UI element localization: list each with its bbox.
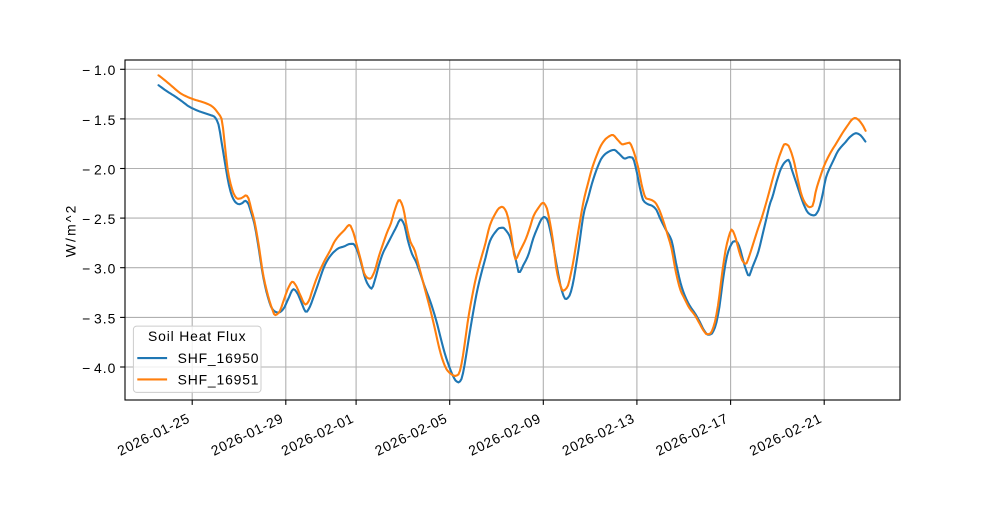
svg-text:−4.0: −4.0 — [82, 360, 116, 376]
svg-text:−3.0: −3.0 — [82, 261, 116, 277]
svg-text:W/m^2: W/m^2 — [62, 204, 78, 258]
svg-text:SHF_16950: SHF_16950 — [178, 350, 260, 366]
svg-text:−2.0: −2.0 — [82, 161, 116, 177]
svg-text:−1.5: −1.5 — [82, 112, 116, 128]
svg-text:−3.5: −3.5 — [82, 310, 116, 326]
svg-text:Soil Heat Flux: Soil Heat Flux — [148, 328, 246, 344]
svg-text:−1.0: −1.0 — [82, 62, 116, 78]
svg-text:SHF_16951: SHF_16951 — [178, 371, 260, 387]
svg-text:−2.5: −2.5 — [82, 211, 116, 227]
